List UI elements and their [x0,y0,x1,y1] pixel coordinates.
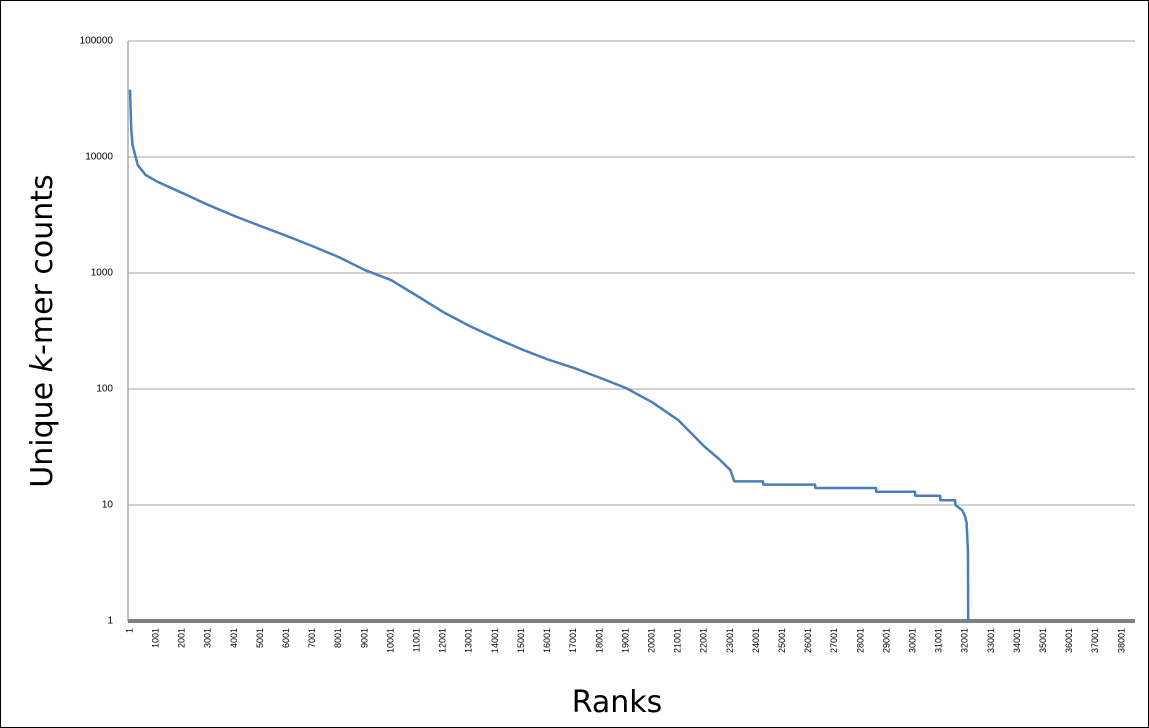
x-tick-label: 5001 [255,628,265,648]
x-tick-label: 1 [124,628,134,633]
x-tick-label: 37001 [1090,628,1100,653]
x-tick-label: 32001 [960,628,970,653]
x-tick-label: 38001 [1116,628,1126,653]
y-axis-title: Unique k-mer counts [25,174,60,487]
x-tick-label: 7001 [307,628,317,648]
x-tick-label: 22001 [699,628,709,653]
x-tick-label: 6001 [281,628,291,648]
x-tick-label: 2001 [177,628,187,648]
y-tick-label: 100 [96,384,113,395]
x-tick-label: 16001 [542,628,552,653]
x-tick-label: 33001 [986,628,996,653]
y-tick-label: 100000 [80,36,114,47]
x-axis-title: Ranks [572,685,663,720]
x-tick-label: 14001 [490,628,500,653]
x-tick-label: 26001 [803,628,813,653]
x-tick-label: 4001 [229,628,239,648]
x-tick-label: 10001 [385,628,395,653]
y-tick-label: 1 [107,616,113,627]
x-tick-label: 12001 [438,628,448,653]
data-line [128,89,970,622]
x-tick-label: 19001 [620,628,630,653]
y-axis-title-part: k [25,353,60,372]
x-tick-label: 29001 [881,628,891,653]
y-axis-title-part: -mer counts [25,174,60,355]
y-tick-label: 1000 [91,268,114,279]
x-tick-label: 31001 [934,628,944,653]
x-tick-label: 11001 [412,628,422,652]
y-tick-label: 10000 [85,152,113,163]
x-tick-label: 17001 [568,628,578,653]
y-axis-title-part: Unique [25,372,60,487]
x-tick-label: 24001 [751,628,761,653]
x-tick-label: 3001 [203,628,213,648]
x-tick-label: 25001 [777,628,787,653]
x-tick-label: 20001 [646,628,656,653]
x-tick-label: 1001 [150,628,160,648]
x-tick-label: 23001 [725,628,735,653]
x-tick-label: 35001 [1038,628,1048,653]
x-tick-label: 30001 [908,628,918,653]
x-tick-label: 18001 [594,628,604,653]
x-tick-label: 34001 [1012,628,1022,653]
x-tick-label: 13001 [464,628,474,653]
x-tick-label: 8001 [333,628,343,648]
y-tick-label: 10 [102,500,114,511]
x-tick-label: 21001 [673,628,683,653]
x-tick-label: 28001 [855,628,865,653]
x-tick-label: 9001 [359,628,369,648]
x-tick-label: 36001 [1064,628,1074,653]
x-tick-label: 27001 [829,628,839,653]
x-tick-label: 15001 [516,628,526,653]
